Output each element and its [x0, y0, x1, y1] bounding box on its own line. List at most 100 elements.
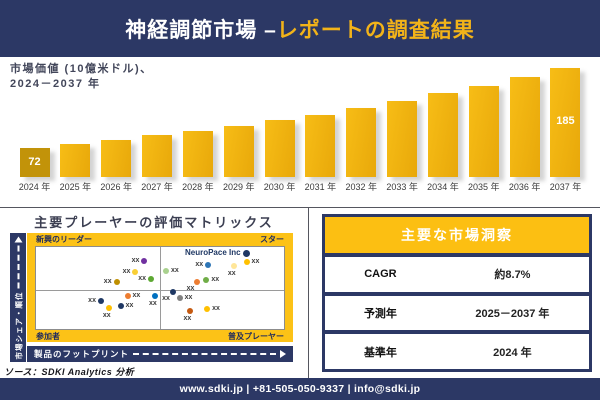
point-label: xx: [186, 285, 195, 293]
bar-2028 年: [182, 131, 213, 177]
scatter-dot: [132, 269, 139, 276]
quadrant-label-emerging-leaders: 新興のリーダー: [36, 235, 92, 244]
footer-bar: www.sdki.jp | +81-505-050-9337 | info@sd…: [0, 378, 600, 400]
insight-row-forecast-years: 予測年 2025－2037 年: [325, 295, 589, 331]
scatter-dot: [162, 268, 169, 275]
bar-year-label: 2031 年: [304, 182, 337, 192]
point-label: xx: [125, 301, 134, 309]
scatter-dot: [117, 302, 124, 309]
scatter-dot: [97, 297, 104, 304]
bar-2029 年: [223, 126, 254, 177]
point-label: xx: [170, 267, 179, 275]
bar-column: 2025 年: [57, 57, 94, 192]
point-label: xx: [122, 268, 131, 276]
scatter-dot: [204, 306, 211, 313]
up-arrow-icon: [14, 236, 22, 242]
point-label: xx: [88, 296, 96, 304]
point-label: xx: [211, 276, 220, 284]
scatter-dot: [205, 261, 212, 268]
insight-label: 予測年: [363, 308, 397, 320]
bar-2037 年: 185: [550, 68, 581, 177]
scatter-dot: [141, 257, 148, 264]
bar-column: 72 2024 年: [16, 57, 53, 192]
insights-panel: 主要な市場洞察 CAGR 約8.7% 予測年 2025－2037 年 基準年 2…: [322, 214, 592, 372]
bar-year-label: 2027 年: [141, 182, 173, 192]
insight-label: 基準年: [363, 346, 397, 359]
bar-year-label: 2026 年: [100, 182, 132, 192]
bar-year-label: 2034 年: [427, 182, 459, 192]
point-label: xx: [183, 315, 192, 323]
insight-row-cagr: CAGR 約8.7%: [325, 257, 589, 292]
point-label: xx: [251, 257, 260, 265]
page-title-market: 神経調節市場 –: [125, 18, 277, 42]
quadrant-divider-horizontal: [36, 289, 284, 291]
bar-year-label: 2033 年: [386, 182, 418, 192]
bar-2033 年: [387, 101, 418, 177]
footer-contact: www.sdki.jp | +81-505-050-9337 | info@sd…: [179, 383, 421, 395]
bar-chart: 72 2024 年 2025 年 2026 年 2027 年 2028 年 2029 年 20…: [16, 57, 584, 192]
bar-column: 2027 年: [139, 57, 176, 192]
matrix-y-axis: 市場シェア・順位: [10, 233, 26, 362]
bar-column: 2032 年: [343, 57, 380, 192]
insight-value: 2025－2037 年: [475, 308, 550, 320]
bar-2034 年: [427, 93, 458, 177]
point-label: xx: [102, 311, 111, 319]
point-label: xx: [184, 293, 193, 301]
matrix-x-axis-bar: 製品のフットプリント: [27, 346, 293, 362]
matrix-bottom-band: 参加者 普及プレーヤー: [27, 330, 293, 342]
scatter-dot: [148, 276, 155, 283]
bar-value-label: 72: [28, 156, 41, 168]
bar-year-label: 2025 年: [59, 182, 92, 192]
horizontal-divider: [0, 207, 600, 208]
chart-subtitle-line1: 市場価値 (10億米ドル)、: [10, 63, 153, 75]
bar-year-label: 2028 年: [182, 182, 214, 192]
point-label: xx: [138, 275, 147, 283]
scatter-dot: [105, 304, 112, 311]
bar-year-label: 2029 年: [222, 182, 255, 192]
bar-2032 年: [346, 108, 377, 177]
point-label: xx: [212, 305, 220, 313]
scatter-dot: [230, 262, 237, 269]
bar-column: 2033 年: [384, 57, 421, 192]
insight-value: 2024 年: [493, 346, 532, 359]
insight-value: 約8.7%: [494, 269, 531, 282]
insight-row-base-year: 基準年 2024 年: [325, 334, 589, 370]
bar-value-label: 185: [556, 115, 575, 127]
bar-year-label: 2037 年: [549, 182, 582, 192]
quadrant-label-pervasive-players: 普及プレーヤー: [228, 331, 284, 341]
bar-2025 年: [60, 144, 91, 177]
point-label: xx: [132, 291, 141, 299]
matrix-y-axis-label: 市場シェア・順位: [13, 291, 23, 359]
bar-column: 2026 年: [98, 57, 135, 192]
scatter-dot: [243, 250, 251, 258]
scatter-dot: [243, 258, 250, 265]
vertical-divider: [308, 207, 309, 378]
quadrant-divider-vertical: [160, 247, 161, 329]
quadrant-label-participants: 参加者: [36, 331, 60, 341]
bar-column: 2034 年: [424, 57, 461, 192]
page-title: 神経調節市場 –レポートの調査結果: [125, 14, 475, 44]
bar-column: 185 2037 年: [547, 57, 584, 192]
bar-2030 年: [264, 120, 295, 177]
quadrant-label-star: スター: [260, 235, 284, 244]
matrix-y-axis-bar: 市場シェア・順位: [10, 233, 26, 362]
bar-year-label: 2024 年: [18, 182, 51, 192]
bar-year-label: 2036 年: [508, 182, 541, 192]
bar-2027 年: [142, 135, 173, 177]
matrix-x-axis-label: 製品のフットプリント: [34, 349, 130, 359]
matrix-title: 主要プレーヤーの評価マトリックス: [34, 215, 274, 230]
scatter-dot: [203, 277, 210, 284]
point-label: xx: [131, 256, 140, 264]
bar-year-label: 2035 年: [468, 182, 500, 192]
report-banner: 神経調節市場 –レポートの調査結果: [0, 0, 600, 57]
scatter-dot: [152, 292, 159, 299]
evaluation-matrix: 新興のリーダー スター xx xx xx xx xx xx NeuroPace Inc xx x…: [27, 233, 293, 342]
bar-column: 2028 年: [179, 57, 216, 192]
right-arrow-icon: [280, 350, 286, 358]
company-name-label: NeuroPace Inc: [184, 247, 241, 257]
bar-2036 年: [509, 77, 540, 177]
insights-header: 主要な市場洞察: [325, 217, 589, 253]
matrix-top-band: 新興のリーダー スター: [27, 233, 293, 246]
scatter-dot: [176, 294, 183, 301]
